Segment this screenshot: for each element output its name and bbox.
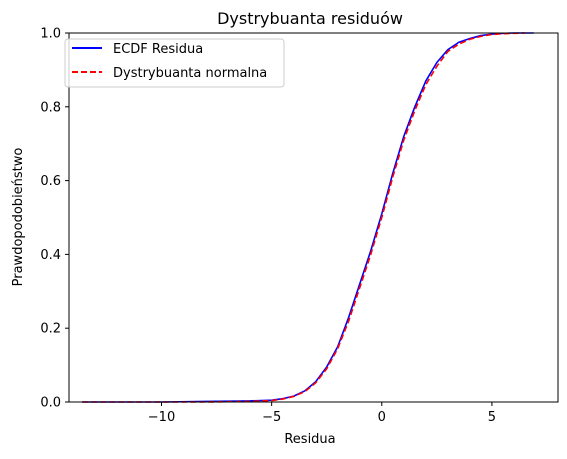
legend-box [64, 38, 285, 88]
series-line-0 [82, 32, 534, 403]
legend-label-ecdf: ECDF Residua [113, 42, 203, 57]
y-tick-label: 1.0 [40, 27, 61, 42]
x-tick-label: −5 [262, 410, 281, 425]
y-tick-label: 0.8 [40, 100, 61, 115]
y-tick-label: 0.4 [40, 248, 61, 263]
legend: ECDF Residua Dystrybuanta normalna [64, 38, 285, 88]
plot-frame [68, 32, 559, 403]
chart-title: Dystrybuanta residuów [217, 9, 403, 28]
y-tick-label: 0.2 [40, 322, 61, 337]
y-axis-label: Prawdopodobieństwo [11, 148, 26, 287]
y-tick-label: 0.0 [40, 396, 61, 411]
y-axis: 0.0 0.2 0.4 0.6 0.8 1.0 [40, 27, 69, 411]
x-axis: −10 −5 0 5 [148, 402, 496, 425]
x-axis-label: Residua [284, 432, 335, 447]
legend-label-normal: Dystrybuanta normalna [113, 66, 267, 81]
x-tick-label: 5 [488, 410, 496, 425]
series-line-1 [82, 32, 525, 403]
x-tick-label: 0 [378, 410, 386, 425]
x-tick-label: −10 [148, 410, 175, 425]
y-tick-label: 0.6 [40, 174, 61, 189]
